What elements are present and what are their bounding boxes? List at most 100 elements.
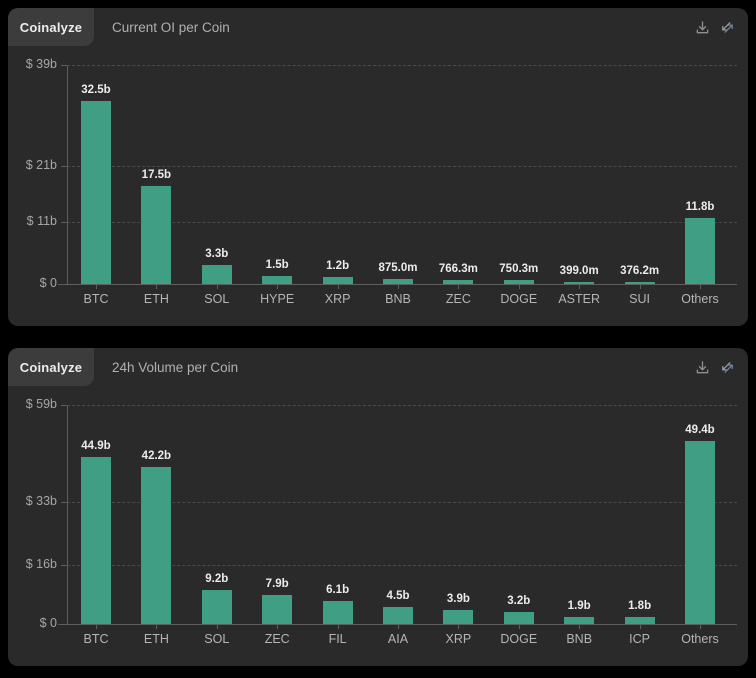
- x-tick: [216, 625, 218, 629]
- x-tick: [458, 285, 460, 289]
- bar-xrp[interactable]: [322, 277, 353, 284]
- y-tick-label: $ 11b: [26, 214, 57, 228]
- category-label: BTC: [83, 632, 109, 646]
- bar-zec[interactable]: [443, 280, 474, 284]
- bar-value-label: 1.2b: [326, 260, 350, 272]
- x-tick: [277, 625, 279, 629]
- category-label: FIL: [328, 632, 347, 646]
- category-label: SUI: [629, 292, 651, 306]
- y-tick: [61, 502, 67, 503]
- bar-value-label: 6.1b: [326, 584, 350, 596]
- x-tick: [639, 285, 641, 289]
- category-label: SOL: [204, 632, 230, 646]
- x-tick: [579, 625, 581, 629]
- chart-toolbar: [695, 348, 735, 386]
- category-label: DOGE: [500, 292, 538, 306]
- category-label: AIA: [387, 632, 409, 646]
- volume-chart-panel: $ 59b $ 33b $ 16b $ 0 44.9b BTC 42.2b ETH 9.2b SO…: [8, 348, 748, 666]
- diagonal-arrows-icon[interactable]: [720, 20, 735, 35]
- bar-value-label: 11.8b: [685, 201, 715, 213]
- bar-value-label: 875.0m: [378, 262, 418, 274]
- x-tick: [398, 285, 399, 289]
- chart-title: Current OI per Coin: [112, 19, 230, 35]
- bar-sui[interactable]: [624, 282, 655, 284]
- x-tick: [337, 625, 339, 629]
- download-icon[interactable]: [695, 20, 710, 35]
- bar-others[interactable]: [685, 441, 715, 624]
- chart-toolbar: [695, 8, 735, 46]
- bar-value-label: 750.3m: [499, 263, 539, 275]
- bar-others[interactable]: [685, 218, 715, 284]
- download-icon[interactable]: [695, 360, 710, 375]
- y-tick-label: $ 16b: [25, 557, 57, 571]
- category-label: ETH: [143, 292, 169, 306]
- bar-value-label: 1.5b: [265, 259, 289, 271]
- bar-aster[interactable]: [564, 282, 595, 284]
- bar-hype[interactable]: [262, 276, 293, 284]
- coinalyze-brand-badge[interactable]: Coinalyze: [8, 348, 94, 386]
- bar-sol[interactable]: [201, 590, 232, 624]
- y-axis-line: [67, 405, 68, 625]
- y-tick: [61, 624, 67, 625]
- bar-doge[interactable]: [503, 280, 534, 284]
- x-tick: [579, 285, 581, 289]
- bar-eth[interactable]: [141, 467, 172, 624]
- category-label: ETH: [143, 632, 169, 646]
- x-tick: [156, 625, 158, 629]
- bar-value-label: 9.2b: [205, 573, 229, 585]
- x-tick: [518, 285, 520, 289]
- category-label: Others: [681, 632, 719, 646]
- bar-value-label: 3.3b: [205, 248, 229, 260]
- bar-zec[interactable]: [262, 595, 293, 624]
- x-tick: [398, 625, 399, 629]
- bar-value-label: 17.5b: [141, 169, 172, 181]
- x-axis-line: [58, 284, 737, 285]
- bar-bnb[interactable]: [383, 279, 413, 284]
- bar-fil[interactable]: [322, 601, 353, 624]
- bar-doge[interactable]: [503, 612, 534, 624]
- y-tick: [61, 284, 67, 285]
- bar-value-label: 32.5b: [81, 84, 111, 96]
- bar-icp[interactable]: [624, 617, 655, 624]
- bar-btc[interactable]: [81, 101, 111, 284]
- bar-value-label: 376.2m: [620, 265, 660, 277]
- coinalyze-brand-badge[interactable]: Coinalyze: [8, 8, 94, 46]
- category-label: XRP: [445, 632, 472, 646]
- bar-value-label: 3.9b: [446, 593, 470, 605]
- bar-eth[interactable]: [141, 186, 172, 284]
- bar-aia[interactable]: [383, 607, 413, 624]
- y-tick: [61, 222, 67, 223]
- bar-value-label: 1.9b: [567, 600, 591, 612]
- gridline: [67, 565, 737, 566]
- panel-header: Coinalyze 24h Volume per Coin: [8, 348, 748, 388]
- x-tick: [700, 625, 701, 629]
- category-label: BTC: [83, 292, 109, 306]
- category-label: ZEC: [445, 292, 471, 306]
- x-tick: [639, 625, 641, 629]
- y-tick: [61, 565, 67, 566]
- bar-value-label: 7.9b: [265, 578, 289, 590]
- category-label: BNB: [385, 292, 411, 306]
- y-tick-label: $ 21b: [25, 158, 57, 172]
- category-label: Others: [681, 292, 719, 306]
- gridline: [67, 166, 737, 167]
- bar-value-label: 44.9b: [81, 440, 111, 452]
- x-tick: [96, 285, 97, 289]
- bar-bnb[interactable]: [564, 617, 595, 624]
- category-label: SOL: [204, 292, 230, 306]
- category-label: ASTER: [558, 292, 601, 306]
- x-tick: [518, 625, 520, 629]
- bar-value-label: 3.2b: [507, 595, 531, 607]
- bar-sol[interactable]: [201, 265, 232, 284]
- y-tick-label: $ 39b: [25, 57, 57, 71]
- x-tick: [96, 625, 97, 629]
- bar-btc[interactable]: [81, 457, 111, 624]
- oi-bar-chart: $ 39b $ 21b $ 11b $ 0 32.5b BTC 17.5b ETH 3.3b SO…: [8, 8, 748, 326]
- x-tick: [156, 285, 158, 289]
- bar-xrp[interactable]: [443, 610, 474, 624]
- y-tick: [61, 166, 67, 167]
- category-label: HYPE: [260, 292, 295, 306]
- y-tick-label: $ 0: [39, 276, 57, 290]
- diagonal-arrows-icon[interactable]: [720, 360, 735, 375]
- open-interest-chart-panel: $ 39b $ 21b $ 11b $ 0 32.5b BTC 17.5b ETH 3.3b SO…: [8, 8, 748, 326]
